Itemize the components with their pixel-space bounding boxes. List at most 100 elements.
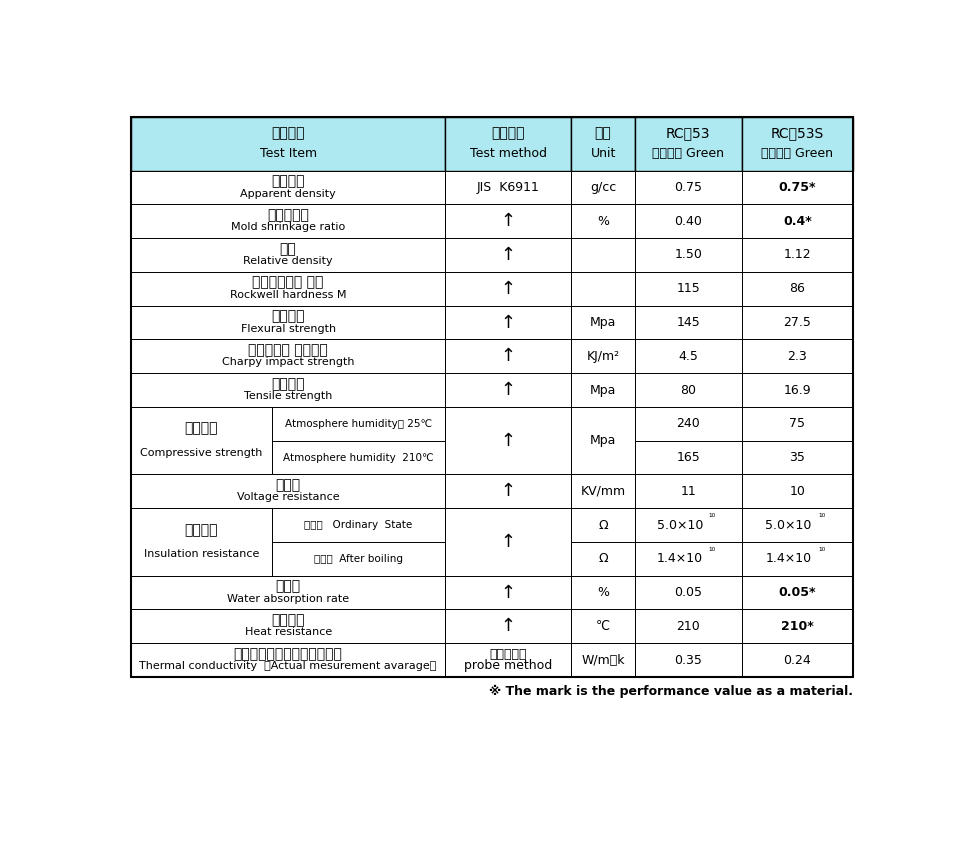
Bar <box>742 475 852 508</box>
Bar <box>445 117 571 170</box>
Bar <box>742 542 852 576</box>
Bar <box>742 272 852 306</box>
Bar <box>742 609 852 643</box>
Bar <box>635 508 742 542</box>
Text: ↑: ↑ <box>501 583 516 602</box>
Text: Rockwell hardness M: Rockwell hardness M <box>229 290 347 300</box>
Bar <box>445 475 571 508</box>
Text: ¹⁰: ¹⁰ <box>818 547 826 556</box>
Text: 沸騰後  After boiling: 沸騰後 After boiling <box>314 554 403 564</box>
Text: Atmosphere humidity　 25℃: Atmosphere humidity 25℃ <box>285 419 432 429</box>
Text: 単位: 単位 <box>595 126 612 140</box>
Text: ↑: ↑ <box>501 212 516 230</box>
Text: RC－53: RC－53 <box>666 126 710 140</box>
Bar <box>571 576 635 609</box>
Text: 0.4*: 0.4* <box>783 215 811 228</box>
Bar <box>635 306 742 340</box>
Text: Mpa: Mpa <box>590 384 616 396</box>
Text: ¹⁰: ¹⁰ <box>708 513 715 523</box>
Text: 絶縁抵抗: 絶縁抵抗 <box>184 523 218 537</box>
Text: 1.50: 1.50 <box>674 249 702 261</box>
Bar <box>742 340 852 373</box>
Text: 0.35: 0.35 <box>674 653 702 667</box>
Bar <box>571 407 635 475</box>
Bar <box>132 609 445 643</box>
Bar <box>445 609 571 643</box>
Bar <box>742 441 852 475</box>
Bar <box>445 306 571 340</box>
Text: Water absorption rate: Water absorption rate <box>228 593 349 604</box>
Bar <box>742 643 852 677</box>
Bar <box>445 508 571 576</box>
Bar <box>635 204 742 238</box>
Text: Mpa: Mpa <box>590 434 616 447</box>
Bar <box>571 238 635 272</box>
Bar <box>132 373 445 407</box>
Text: Mpa: Mpa <box>590 316 616 329</box>
Text: 5.0×10: 5.0×10 <box>765 518 811 532</box>
Text: Atmosphere humidity  210℃: Atmosphere humidity 210℃ <box>283 453 434 463</box>
Text: Unit: Unit <box>590 147 615 160</box>
Bar <box>132 340 445 373</box>
Bar <box>445 373 571 407</box>
Bar <box>272 441 445 475</box>
Text: 圧縮強さ: 圧縮強さ <box>184 422 218 436</box>
Text: ↑: ↑ <box>501 617 516 636</box>
Text: 試験方法: 試験方法 <box>492 126 525 140</box>
Text: 0.05*: 0.05* <box>779 586 816 599</box>
Bar <box>571 170 635 204</box>
Text: Test Item: Test Item <box>259 147 317 160</box>
Bar <box>132 170 445 204</box>
Bar <box>445 643 571 677</box>
Bar <box>132 306 445 340</box>
Text: Heat resistance: Heat resistance <box>245 627 332 637</box>
Text: KV/mm: KV/mm <box>581 485 626 497</box>
Bar <box>571 306 635 340</box>
Bar <box>132 117 852 677</box>
Bar <box>742 508 852 542</box>
Text: g/cc: g/cc <box>590 181 616 194</box>
Text: ↑: ↑ <box>501 347 516 365</box>
Text: ※ The mark is the performance value as a material.: ※ The mark is the performance value as a… <box>489 685 852 698</box>
Bar <box>635 407 742 441</box>
Bar <box>445 576 571 609</box>
Bar <box>635 272 742 306</box>
Bar <box>571 475 635 508</box>
Text: %: % <box>597 586 610 599</box>
Bar <box>635 576 742 609</box>
Bar <box>571 508 635 542</box>
Bar <box>635 170 742 204</box>
Bar <box>272 542 445 576</box>
Bar <box>571 609 635 643</box>
Text: Thermal conductivity  （Actual mesurement avarage）: Thermal conductivity （Actual mesurement … <box>139 661 437 671</box>
Bar <box>132 204 445 238</box>
Text: 10: 10 <box>789 485 805 497</box>
Text: 86: 86 <box>789 282 805 295</box>
Text: Relative density: Relative density <box>243 256 333 266</box>
Bar <box>635 340 742 373</box>
Text: ↑: ↑ <box>501 381 516 399</box>
Bar <box>571 643 635 677</box>
Text: 1.4×10: 1.4×10 <box>765 552 811 566</box>
Text: 80: 80 <box>681 384 696 396</box>
Bar <box>132 117 445 170</box>
Bar <box>742 576 852 609</box>
Text: 成形収縮率: 成形収縮率 <box>267 208 309 223</box>
Text: 210: 210 <box>677 620 700 633</box>
Text: Flexural strength: Flexural strength <box>241 324 336 334</box>
Text: 吸水率: 吸水率 <box>276 579 300 593</box>
Text: ¹⁰: ¹⁰ <box>818 513 826 523</box>
Bar <box>635 643 742 677</box>
Bar <box>445 340 571 373</box>
Text: Ω: Ω <box>598 552 608 566</box>
Text: ロックウェル 硬度: ロックウェル 硬度 <box>252 276 324 290</box>
Text: 210*: 210* <box>780 620 814 633</box>
Text: KJ/m²: KJ/m² <box>587 350 620 362</box>
Bar <box>571 340 635 373</box>
Text: 75: 75 <box>789 417 805 430</box>
Text: 35: 35 <box>789 451 805 464</box>
Text: ↑: ↑ <box>501 482 516 500</box>
Text: probe method: probe method <box>464 659 552 672</box>
Text: 145: 145 <box>677 316 700 329</box>
Bar <box>571 373 635 407</box>
